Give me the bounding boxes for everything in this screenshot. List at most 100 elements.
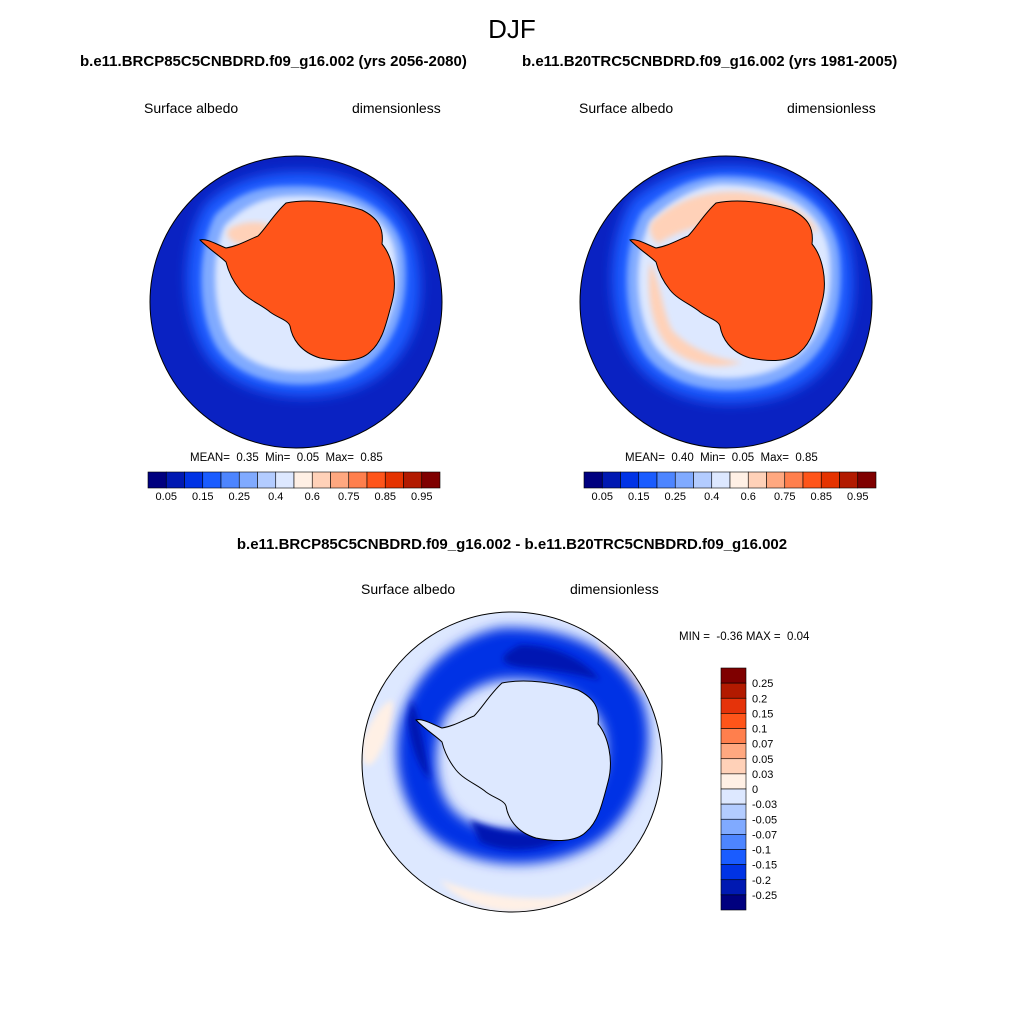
right-colorbar-label: 0.25 — [665, 491, 686, 503]
right-colorbar-label: 0.6 — [741, 491, 756, 503]
left-colorbar-box — [421, 471, 441, 489]
left-colorbar-box — [366, 471, 386, 489]
diff-colorbar-label: -0.1 — [752, 845, 771, 857]
right-colorbar-box — [747, 471, 767, 489]
left-colorbar: 0.05 0.15 0.25 0.4 0.6 0.75 0.85 0.95 — [147, 471, 441, 503]
right-polar-map — [580, 156, 872, 448]
diff-units-label: dimensionless — [570, 581, 659, 597]
right-colorbar-box — [802, 471, 822, 489]
diff-title: b.e11.BRCP85C5CNBDRD.f09_g16.002 - b.e11… — [236, 536, 788, 553]
left-colorbar-label: 0.4 — [268, 491, 283, 503]
left-colorbar-label: 0.25 — [229, 491, 250, 503]
right-colorbar-box — [839, 471, 859, 489]
left-colorbar-box — [184, 471, 204, 489]
diff-colorbar-label: -0.25 — [752, 890, 777, 902]
left-units-label: dimensionless — [352, 100, 441, 116]
diff-colorbar-box — [720, 728, 747, 744]
diff-colorbar: 0.25 0.2 0.15 0.1 0.07 0.05 0.03 0 -0.03 -0.05 -0.… — [720, 667, 777, 911]
diff-colorbar-label: 0.03 — [752, 769, 773, 781]
right-colorbar-label: 0.95 — [847, 491, 868, 503]
diff-colorbar-box — [720, 667, 747, 684]
diff-colorbar-box — [720, 849, 747, 865]
diff-colorbar-box — [720, 743, 747, 760]
diff-colorbar-label: -0.2 — [752, 875, 771, 887]
diff-colorbar-box — [720, 834, 747, 850]
diff-colorbar-label: 0.05 — [752, 754, 773, 766]
right-colorbar: 0.05 0.15 0.25 0.4 0.6 0.75 0.85 0.95 — [583, 471, 877, 503]
diff-colorbar-box — [720, 864, 747, 881]
left-colorbar-label: 0.6 — [305, 491, 320, 503]
diff-colorbar-box — [720, 879, 747, 896]
left-antarctica-land — [199, 200, 395, 361]
diff-variable-label: Surface albedo — [361, 581, 456, 597]
left-colorbar-box — [275, 471, 295, 489]
right-colorbar-box — [711, 471, 731, 489]
right-colorbar-box — [638, 471, 658, 489]
diff-colorbar-box — [720, 818, 747, 835]
diff-minmax-stats: MIN = -0.36 MAX = 0.04 — [679, 631, 810, 643]
right-colorbar-label: 0.4 — [704, 491, 719, 503]
diff-antarctica-land — [415, 680, 611, 841]
left-variable-label: Surface albedo — [144, 100, 239, 116]
diff-positive-patch-2 — [598, 640, 650, 694]
right-mean-stats: MEAN= 0.40 Min= 0.05 Max= 0.85 — [625, 452, 818, 464]
diff-colorbar-box — [720, 713, 747, 729]
left-colorbar-box — [202, 471, 222, 489]
diff-colorbar-box — [720, 894, 747, 911]
right-colorbar-box — [693, 471, 713, 489]
diff-colorbar-label: 0 — [752, 784, 758, 796]
diff-strong-negative-2 — [408, 700, 430, 780]
left-mean-stats: MEAN= 0.35 Min= 0.05 Max= 0.85 — [190, 452, 383, 464]
diff-colorbar-label: 0.15 — [752, 708, 773, 720]
right-colorbar-label: 0.75 — [774, 491, 795, 503]
left-colorbar-label: 0.75 — [338, 491, 359, 503]
left-colorbar-label: 0.15 — [192, 491, 213, 503]
right-case-title: b.e11.B20TRC5CNBDRD.f09_g16.002 (yrs 198… — [522, 53, 898, 70]
diff-colorbar-label: -0.15 — [752, 860, 777, 872]
diff-colorbar-box — [720, 788, 747, 805]
right-colorbar-box — [766, 471, 786, 489]
right-colorbar-box — [729, 471, 749, 489]
diff-colorbar-label: 0.1 — [752, 724, 767, 736]
right-colorbar-box — [784, 471, 804, 489]
right-colorbar-box — [601, 471, 621, 489]
diff-strong-negative-3 — [470, 820, 575, 850]
diff-positive-patch-1 — [362, 700, 394, 766]
diff-colorbar-box — [720, 773, 747, 790]
right-variable-label: Surface albedo — [579, 100, 674, 116]
left-colorbar-box — [165, 471, 185, 489]
left-colorbar-label: 0.85 — [375, 491, 396, 503]
diff-colorbar-label: -0.05 — [752, 814, 777, 826]
left-map-border — [149, 155, 443, 449]
right-colorbar-box — [857, 471, 877, 489]
right-units-label: dimensionless — [787, 100, 876, 116]
left-polar-map — [150, 156, 442, 448]
diff-colorbar-box — [720, 697, 747, 714]
diff-map-border — [361, 611, 663, 913]
right-colorbar-label: 0.85 — [811, 491, 832, 503]
right-colorbar-label: 0.15 — [628, 491, 649, 503]
left-colorbar-box — [330, 471, 350, 489]
season-title: DJF — [488, 14, 536, 44]
diff-colorbar-label: -0.03 — [752, 799, 777, 811]
left-colorbar-box — [257, 471, 277, 489]
left-colorbar-box — [384, 471, 404, 489]
diff-strong-negative-1 — [503, 645, 600, 680]
left-colorbar-box — [238, 471, 258, 489]
diff-colorbar-box — [720, 682, 747, 699]
right-antarctica-land — [629, 200, 825, 361]
diff-colorbar-label: -0.07 — [752, 829, 777, 841]
right-colorbar-box — [656, 471, 676, 489]
diff-colorbar-box — [720, 803, 747, 820]
right-colorbar-box — [583, 471, 603, 489]
diff-colorbar-label: 0.07 — [752, 739, 773, 751]
diff-polar-map — [362, 612, 662, 912]
left-colorbar-box — [311, 471, 331, 489]
diff-colorbar-label: 0.25 — [752, 678, 773, 690]
left-colorbar-box — [403, 471, 423, 489]
left-colorbar-box — [220, 471, 240, 489]
left-case-title: b.e11.BRCP85C5CNBDRD.f09_g16.002 (yrs 20… — [80, 53, 467, 70]
right-colorbar-box — [620, 471, 640, 489]
left-colorbar-box — [348, 471, 368, 489]
